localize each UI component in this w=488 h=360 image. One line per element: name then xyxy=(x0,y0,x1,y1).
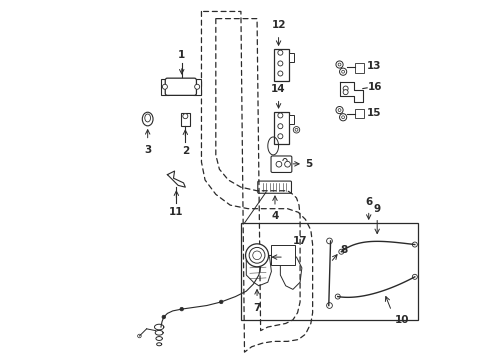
Circle shape xyxy=(339,68,346,75)
Circle shape xyxy=(277,124,282,129)
Text: 12: 12 xyxy=(271,20,285,30)
Text: 9: 9 xyxy=(373,204,380,214)
Circle shape xyxy=(162,84,167,89)
Text: 4: 4 xyxy=(271,211,278,221)
Circle shape xyxy=(343,86,347,91)
Bar xyxy=(274,49,288,81)
Text: 6: 6 xyxy=(365,197,371,207)
Circle shape xyxy=(245,244,268,267)
Text: 10: 10 xyxy=(394,315,408,325)
Circle shape xyxy=(343,90,347,95)
Bar xyxy=(192,79,201,95)
Circle shape xyxy=(337,109,340,112)
Text: 17: 17 xyxy=(292,237,306,246)
Circle shape xyxy=(183,114,187,119)
Circle shape xyxy=(335,107,343,114)
FancyBboxPatch shape xyxy=(270,156,291,172)
Bar xyxy=(271,245,294,265)
Polygon shape xyxy=(246,250,271,286)
Circle shape xyxy=(335,61,343,68)
Bar xyxy=(181,113,189,126)
Circle shape xyxy=(341,116,344,119)
Circle shape xyxy=(194,84,199,89)
Circle shape xyxy=(411,274,416,279)
Ellipse shape xyxy=(144,114,150,122)
Circle shape xyxy=(326,238,332,244)
Circle shape xyxy=(335,294,340,299)
Circle shape xyxy=(219,300,223,304)
Circle shape xyxy=(339,114,346,121)
Circle shape xyxy=(137,334,141,338)
Polygon shape xyxy=(167,171,185,187)
Text: 13: 13 xyxy=(366,61,381,71)
Text: 7: 7 xyxy=(253,303,260,312)
FancyBboxPatch shape xyxy=(165,78,196,95)
Bar xyxy=(288,53,293,62)
Polygon shape xyxy=(280,253,301,289)
Circle shape xyxy=(277,113,282,118)
Circle shape xyxy=(338,249,343,254)
Text: 3: 3 xyxy=(144,145,151,155)
Circle shape xyxy=(337,63,340,66)
Circle shape xyxy=(162,315,165,319)
Bar xyxy=(354,109,363,118)
FancyBboxPatch shape xyxy=(257,181,291,193)
Circle shape xyxy=(252,251,261,260)
Circle shape xyxy=(249,247,264,263)
Text: 8: 8 xyxy=(340,245,347,255)
Text: 15: 15 xyxy=(366,108,381,118)
Circle shape xyxy=(276,161,281,167)
Bar xyxy=(161,79,168,95)
Circle shape xyxy=(284,161,290,167)
Polygon shape xyxy=(339,82,362,102)
Ellipse shape xyxy=(142,112,153,126)
Circle shape xyxy=(293,127,299,133)
Text: 14: 14 xyxy=(271,84,285,94)
Circle shape xyxy=(341,70,344,73)
Circle shape xyxy=(326,303,332,309)
Text: 2: 2 xyxy=(182,146,188,156)
Text: 5: 5 xyxy=(305,159,312,169)
Circle shape xyxy=(277,134,282,139)
Text: 1: 1 xyxy=(178,50,185,60)
Bar xyxy=(354,63,363,73)
Circle shape xyxy=(251,282,255,286)
Circle shape xyxy=(294,129,297,131)
Bar xyxy=(241,223,418,320)
Circle shape xyxy=(277,50,282,55)
Text: 11: 11 xyxy=(169,207,183,217)
Circle shape xyxy=(180,307,183,311)
Circle shape xyxy=(411,242,416,247)
Circle shape xyxy=(277,71,282,76)
Bar xyxy=(288,116,293,125)
Text: 16: 16 xyxy=(367,82,382,92)
Circle shape xyxy=(277,61,282,66)
Bar xyxy=(274,112,288,144)
